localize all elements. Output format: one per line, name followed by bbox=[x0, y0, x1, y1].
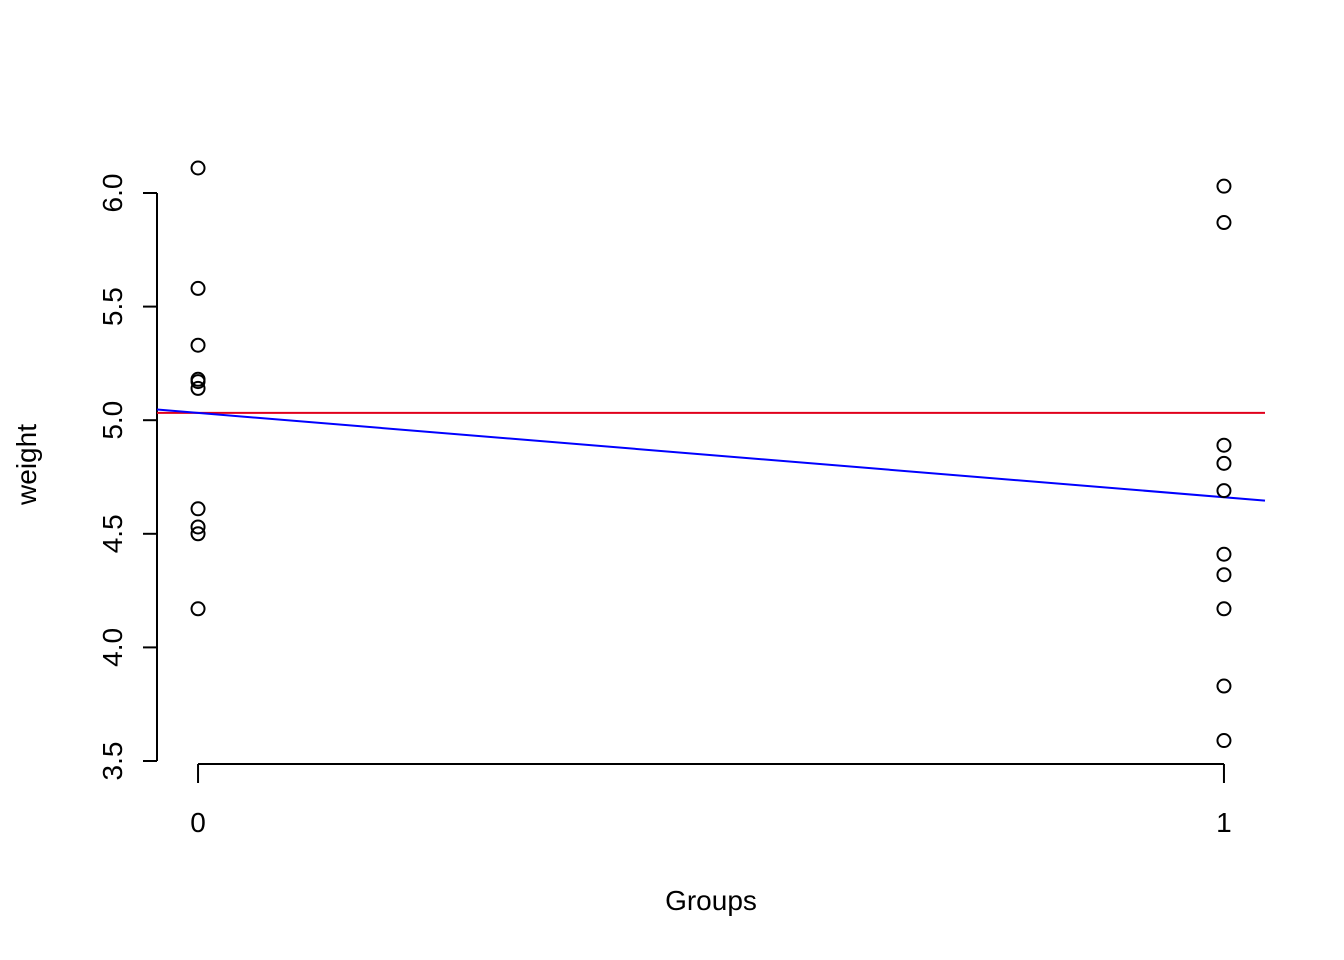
data-point bbox=[1216, 678, 1232, 694]
data-point bbox=[190, 160, 206, 176]
data-point bbox=[1216, 455, 1232, 471]
y-tick-label: 6.0 bbox=[97, 174, 128, 213]
data-point bbox=[190, 526, 206, 542]
data-point bbox=[1216, 733, 1232, 749]
data-point bbox=[1216, 437, 1232, 453]
data-point bbox=[190, 601, 206, 617]
x-axis-title: Groups bbox=[665, 885, 757, 916]
y-tick-label: 3.5 bbox=[97, 742, 128, 781]
regression-line bbox=[156, 408, 1266, 502]
data-point bbox=[1216, 546, 1232, 562]
data-point bbox=[190, 501, 206, 517]
axes bbox=[156, 192, 1224, 765]
data-point bbox=[190, 380, 206, 396]
data-point bbox=[1216, 601, 1232, 617]
x-tick-label: 1 bbox=[1216, 807, 1232, 838]
data-point bbox=[190, 519, 206, 535]
y-tick-label: 4.5 bbox=[97, 514, 128, 553]
data-point bbox=[1216, 178, 1232, 194]
data-point bbox=[190, 374, 206, 390]
data-point bbox=[1216, 215, 1232, 231]
y-tick-label: 5.5 bbox=[97, 287, 128, 326]
y-tick-label: 4.0 bbox=[97, 628, 128, 667]
data-point bbox=[1216, 483, 1232, 499]
y-axis-title: weight bbox=[11, 424, 42, 506]
data-point bbox=[190, 337, 206, 353]
data-points bbox=[190, 160, 1232, 749]
y-tick-label: 5.0 bbox=[97, 401, 128, 440]
data-point bbox=[190, 280, 206, 296]
x-tick-label: 0 bbox=[190, 807, 206, 838]
y-ticks: 3.5 4.0 4.5 5.0 5.5 6.0 bbox=[97, 174, 157, 781]
data-point bbox=[1216, 567, 1232, 583]
fit-lines bbox=[156, 408, 1266, 502]
